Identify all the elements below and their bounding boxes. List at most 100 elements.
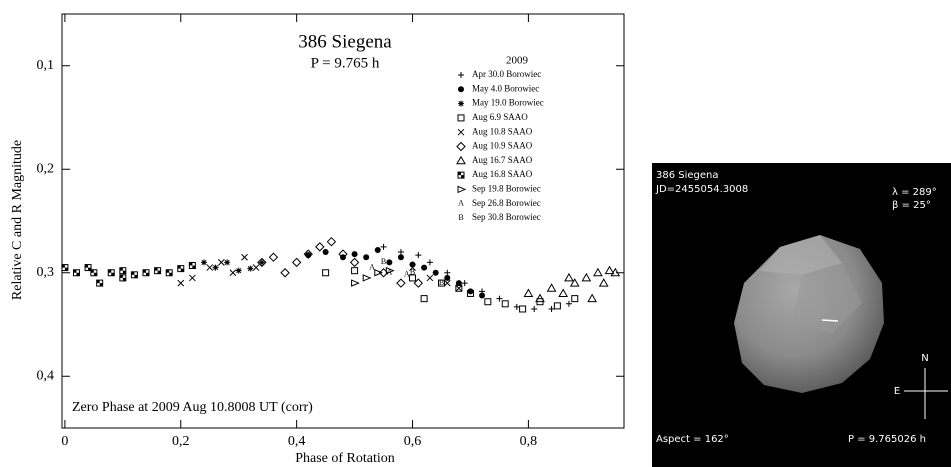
marker-part	[224, 259, 231, 266]
marker-part: B	[410, 268, 415, 277]
data-point	[338, 249, 348, 259]
marker-part	[131, 271, 138, 278]
data-point	[351, 251, 358, 258]
marker-part	[108, 269, 115, 276]
data-point	[409, 264, 416, 271]
legend-label: Apr 30.0 Borowiec	[472, 69, 541, 79]
marker-part	[166, 269, 173, 276]
legend-symbol	[457, 171, 465, 179]
data-point	[535, 293, 545, 303]
marker-part	[443, 279, 451, 287]
data-point	[154, 267, 162, 275]
marker-part	[90, 269, 97, 276]
data-point	[326, 236, 337, 247]
model-lambda: λ = 289°	[892, 187, 937, 198]
asteroid-facet	[760, 235, 842, 275]
data-point	[484, 298, 492, 306]
marker-part	[564, 272, 574, 282]
data-point	[188, 262, 196, 270]
data-point	[351, 279, 360, 287]
legend-symbol: B	[458, 213, 463, 222]
marker-part	[362, 274, 372, 282]
data-point	[466, 289, 474, 297]
legend-symbol	[457, 185, 467, 194]
legend-label: Sep 30.8 Borowiec	[472, 212, 541, 222]
marker-part	[258, 259, 265, 266]
marker-part	[217, 259, 225, 266]
x-axis-label: Phase of Rotation	[295, 451, 395, 466]
marker-part: B	[458, 213, 463, 222]
data-point	[247, 265, 254, 272]
marker-part	[396, 278, 406, 288]
data-point	[363, 254, 370, 261]
marker-part	[363, 254, 370, 261]
marker-part	[458, 172, 464, 179]
marker-part	[189, 262, 196, 269]
marker-part	[457, 128, 465, 136]
marker-part	[326, 236, 337, 247]
marker-part	[119, 274, 126, 281]
marker-part	[177, 279, 185, 287]
marker-part	[461, 280, 468, 287]
marker-part	[189, 274, 196, 282]
marker-part	[598, 278, 609, 287]
data-point	[496, 295, 503, 302]
marker-part	[340, 254, 346, 261]
marker-part	[421, 264, 428, 271]
marker-part	[177, 265, 184, 272]
data-point	[409, 274, 417, 282]
marker-part	[380, 243, 387, 250]
data-point	[177, 279, 185, 287]
model-jd: JD=2455054.3008	[655, 184, 748, 195]
marker-part: A	[404, 270, 410, 279]
legend-label: Aug 10.9 SAAO	[472, 141, 533, 151]
data-point	[444, 274, 451, 281]
marker-part	[444, 269, 451, 276]
data-point	[351, 267, 359, 275]
compass-north: N	[921, 353, 928, 364]
marker-part	[291, 257, 302, 268]
compass-east: E	[894, 386, 900, 397]
data-point	[291, 257, 302, 268]
data-point	[581, 272, 592, 282]
marker-part	[523, 288, 534, 297]
data-point	[546, 283, 557, 292]
marker-part	[143, 269, 150, 276]
marker-part	[415, 252, 422, 259]
marker-part	[535, 293, 545, 303]
data-point	[564, 272, 574, 282]
marker-part	[420, 295, 428, 303]
marker-part	[457, 185, 467, 194]
legend-symbol	[456, 141, 466, 152]
marker-part	[235, 267, 242, 274]
model-view: 386 Siegena JD=2455054.3008 λ = 289° β =…	[652, 163, 951, 467]
marker-part	[531, 305, 538, 312]
data-point	[461, 280, 468, 287]
data-point	[413, 278, 424, 288]
data-point	[587, 293, 597, 303]
data-point	[455, 284, 463, 292]
data-point	[421, 264, 428, 271]
data-point: B	[381, 257, 386, 266]
marker-part	[467, 288, 474, 295]
marker-part: A	[458, 199, 464, 208]
x-tick-label: 0,4	[288, 434, 306, 449]
data-point	[571, 295, 579, 303]
marker-part	[351, 267, 359, 275]
marker-part	[548, 305, 555, 312]
data-point	[374, 268, 384, 277]
marker-part	[455, 284, 463, 292]
annotation: Zero Phase at 2009 Aug 10.8008 UT (corr)	[72, 400, 313, 415]
marker-part	[466, 289, 474, 297]
legend-label: May 19.0 Borowiec	[472, 98, 544, 108]
marker-part	[338, 249, 348, 259]
marker-part	[374, 246, 381, 253]
marker-part	[553, 302, 561, 310]
marker-part	[581, 272, 592, 282]
data-point	[362, 274, 372, 282]
marker-part	[280, 268, 290, 278]
data-point	[420, 295, 428, 303]
marker-part	[61, 264, 68, 271]
data-point: A	[404, 270, 410, 279]
